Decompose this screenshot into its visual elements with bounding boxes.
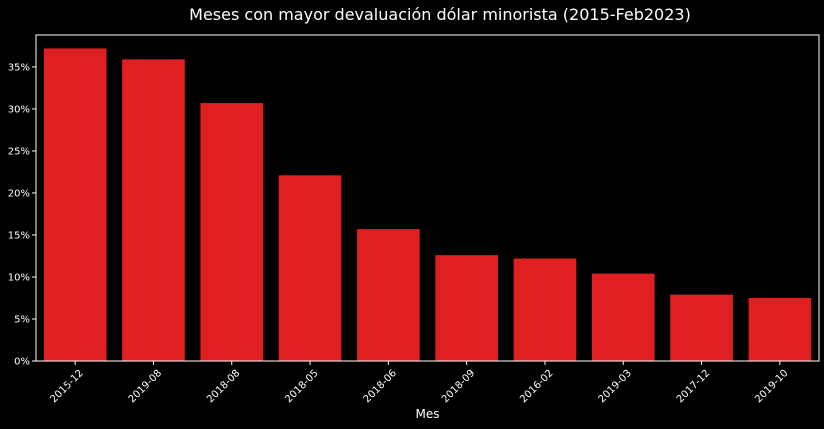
bar-2018-09 — [435, 255, 498, 361]
x-tick-label: 2016-02 — [518, 368, 555, 405]
chart-title: Meses con mayor devaluación dólar minori… — [189, 5, 691, 24]
bar-2016-02 — [513, 258, 577, 361]
x-tick-label: 2015-12 — [48, 368, 85, 405]
y-tick-label: 35% — [8, 62, 30, 73]
x-tick-label: 2018-05 — [283, 368, 320, 405]
x-tick-label: 2018-09 — [440, 368, 477, 405]
x-tick-label: 2019-03 — [597, 368, 634, 405]
y-axis-ticks: 0% 5% 10% 15% 20% 25% 30% 35% — [8, 62, 36, 368]
bar-2019-10 — [748, 297, 812, 361]
x-tick-label: 2017-12 — [675, 368, 712, 405]
bar-2017-12 — [670, 294, 733, 361]
x-tick-label: 2019-08 — [127, 368, 164, 405]
bar-2015-12 — [43, 48, 107, 361]
bar-2018-08 — [200, 103, 264, 361]
y-tick-label: 0% — [14, 357, 30, 368]
x-axis-label: Mes — [416, 407, 440, 421]
bar-2018-05 — [278, 175, 342, 361]
y-tick-label: 5% — [14, 314, 30, 325]
bar-2019-08 — [122, 59, 185, 362]
y-tick-label: 25% — [8, 146, 30, 157]
bars — [43, 48, 812, 362]
y-tick-label: 10% — [8, 272, 30, 283]
y-tick-label: 15% — [8, 230, 30, 241]
y-tick-label: 30% — [8, 104, 30, 115]
y-tick-label: 20% — [8, 188, 30, 199]
axes-frame — [35, 34, 820, 362]
x-tick-label: 2019-10 — [753, 368, 790, 405]
x-axis-ticks: 2015-12 2019-08 2018-08 2018-05 2018-06 2018-… — [48, 361, 791, 405]
x-tick-label: 2018-06 — [362, 368, 399, 405]
bar-2018-06 — [357, 229, 420, 361]
bar-2019-03 — [591, 273, 655, 361]
x-tick-label: 2018-08 — [205, 368, 242, 405]
